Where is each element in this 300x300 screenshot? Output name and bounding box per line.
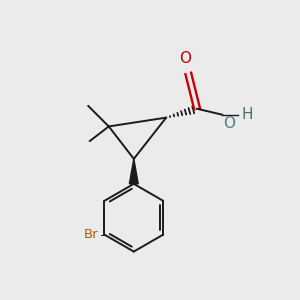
- Polygon shape: [129, 159, 138, 184]
- Text: O: O: [179, 51, 191, 66]
- Text: O: O: [223, 116, 235, 131]
- Text: Br: Br: [83, 228, 98, 241]
- Text: H: H: [242, 106, 254, 122]
